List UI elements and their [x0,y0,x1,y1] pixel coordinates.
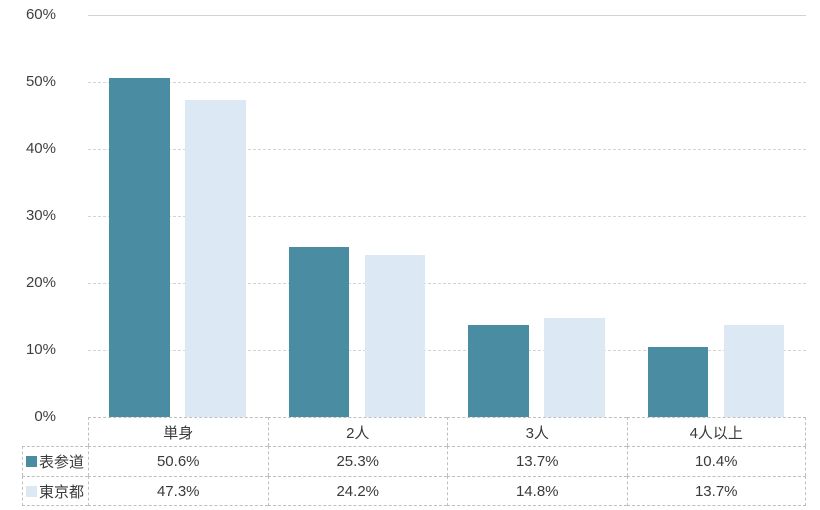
y-tick-label-0: 0% [34,408,56,425]
bar-series0-cat0 [109,77,170,417]
table-category-label-0: 単身 [88,417,268,446]
bar-series1-cat1 [364,254,425,417]
gridline-40 [87,149,806,150]
table-value-series1-cat0: 47.3% [88,476,268,506]
y-tick-label-50: 50% [25,73,56,90]
gridline-50 [87,82,806,83]
bar-series0-cat1 [288,247,349,417]
legend-swatch-series1 [26,485,37,497]
bar-series1-cat0 [185,100,246,417]
legend-swatch-series0 [26,456,37,467]
table-category-label-2: 3人 [447,417,627,446]
y-tick-label-60: 60% [25,6,56,23]
legend-label-series1: 東京都 [39,483,85,501]
table-value-series0-cat0: 50.6% [88,446,268,476]
y-tick-label-40: 40% [25,140,56,157]
data-table: 単身 2人 3人 4人以上 表参道 50.6% 25.3% 13.7% 10.4% 東京都 47.3… [22,417,806,506]
gridline-20 [87,283,806,284]
table-value-series0-cat3: 10.4% [626,446,806,476]
table-value-series0-cat2: 13.7% [447,446,627,476]
table-value-series1-cat1: 24.2% [267,476,447,506]
gridline-10 [87,350,806,351]
y-tick-label-20: 20% [25,274,56,291]
bar-series1-cat3 [723,325,784,417]
bar-series0-cat3 [647,347,708,417]
bar-series0-cat2 [468,325,529,417]
bar-series1-cat2 [544,317,605,417]
legend-label-series0: 表参道 [39,454,85,471]
y-tick-label-10: 10% [25,341,56,358]
legend-item-series0: 表参道 [22,446,88,476]
legend-item-series1: 東京都 [22,476,88,506]
gridline-60 [87,15,806,16]
table-value-series1-cat3: 13.7% [626,476,806,506]
gridline-30 [87,216,806,217]
table-category-label-1: 2人 [267,417,447,446]
y-tick-label-30: 30% [25,207,56,224]
table-value-series0-cat1: 25.3% [267,446,447,476]
table-value-series1-cat2: 14.8% [447,476,627,506]
table-category-label-3: 4人以上 [626,417,806,446]
table-corner-cell [22,417,88,446]
